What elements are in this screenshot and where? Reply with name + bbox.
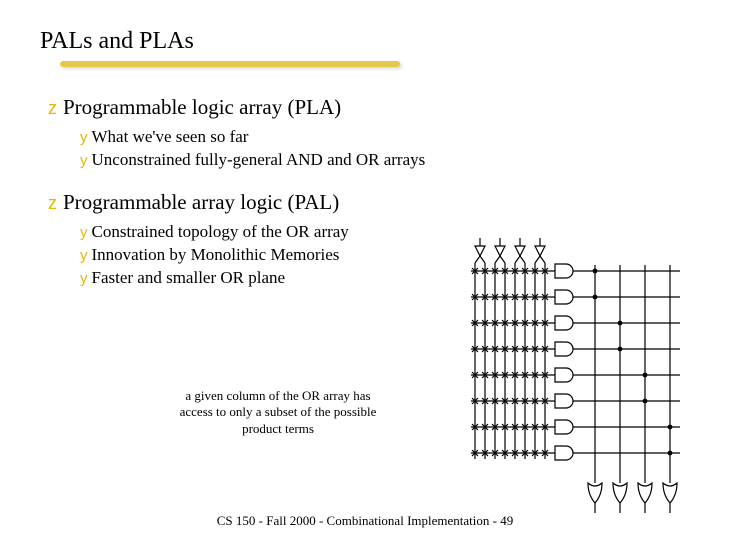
sub-item-text: Innovation by Monolithic Memories [92, 245, 340, 264]
y-bullet-icon: y [80, 270, 88, 287]
slide-footer: CS 150 - Fall 2000 - Combinational Imple… [0, 513, 730, 529]
z-bullet-icon: z [48, 98, 57, 118]
z-bullet-icon: z [48, 193, 57, 213]
section-heading-pla: z Programmable logic array (PLA) [48, 95, 690, 120]
slide-title: PALs and PLAs [40, 28, 690, 55]
sub-item-text: Constrained topology of the OR array [92, 222, 349, 241]
sub-item-text: What we've seen so far [92, 127, 249, 146]
pal-diagram [450, 235, 710, 525]
y-bullet-icon: y [80, 247, 88, 264]
section-heading-pal: z Programmable array logic (PAL) [48, 190, 690, 215]
sub-item-text: Unconstrained fully-general AND and OR a… [92, 150, 426, 169]
sub-item: yWhat we've seen so far [80, 126, 690, 149]
title-underline [60, 61, 400, 67]
section-heading-text: Programmable array logic (PAL) [63, 190, 339, 214]
sub-item: yUnconstrained fully-general AND and OR … [80, 149, 690, 172]
y-bullet-icon: y [80, 129, 88, 146]
y-bullet-icon: y [80, 224, 88, 241]
diagram-caption: a given column of the OR array has acces… [168, 388, 388, 437]
section-heading-text: Programmable logic array (PLA) [63, 95, 341, 119]
y-bullet-icon: y [80, 152, 88, 169]
sub-item-text: Faster and smaller OR plane [92, 268, 286, 287]
